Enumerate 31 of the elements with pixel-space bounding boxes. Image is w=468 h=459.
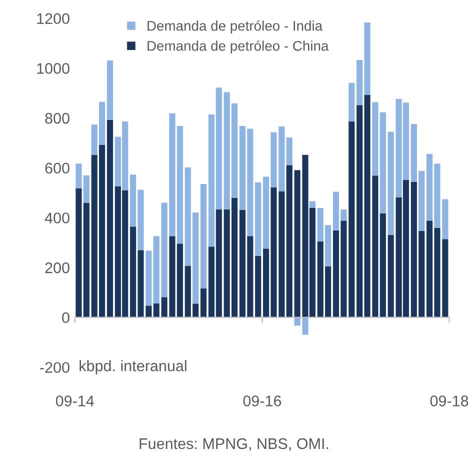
bar [348, 122, 355, 318]
source-note: Fuentes: MPNG, NBS, OMI. [140, 438, 328, 451]
x-tick-label: 09-14 [56, 396, 94, 406]
legend-label: Demanda de petróleo - India [148, 20, 323, 34]
bar [200, 288, 207, 318]
bar [106, 60, 114, 120]
bar [255, 182, 262, 256]
bar [106, 120, 114, 318]
bar [286, 137, 292, 166]
y-axis-title: kbpd. interanual [80, 360, 186, 374]
bar [309, 201, 316, 208]
y-tick-label: 400 [44, 212, 70, 224]
bar [286, 165, 292, 318]
x-tick-label: 09-18 [430, 396, 468, 406]
legend-label: Demanda de petróleo - China [148, 40, 329, 54]
y-tick-label: 600 [45, 162, 70, 174]
y-tick-label: 200 [45, 262, 70, 274]
bar [255, 256, 262, 318]
bar [348, 82, 355, 122]
bar [388, 234, 394, 318]
bar [153, 303, 160, 318]
y-tick-label: 1200 [37, 13, 70, 24]
x-tick-label: 09-16 [243, 396, 282, 406]
y-tick-label: 1000 [37, 63, 70, 74]
bar [146, 250, 152, 306]
bar [200, 184, 207, 288]
bar [153, 236, 160, 304]
y-tick-label: 0 [62, 312, 70, 324]
y-tick-label: 800 [45, 112, 70, 124]
y-tick-label: -200 [40, 362, 70, 373]
bar [388, 132, 394, 235]
